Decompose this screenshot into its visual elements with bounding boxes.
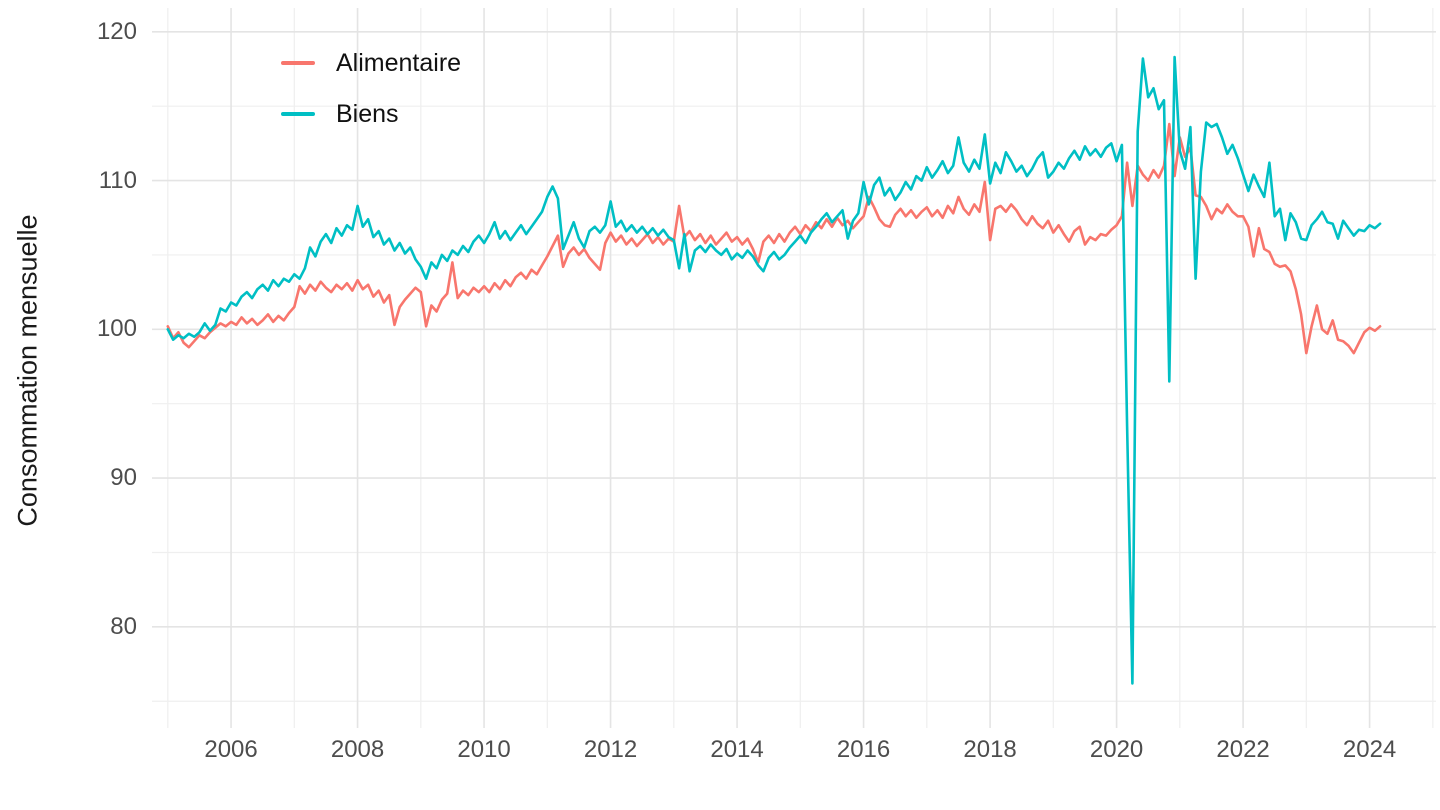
y-tick-label: 100 — [96, 315, 137, 343]
x-tick-label: 2018 — [963, 736, 1017, 763]
legend-item-biens: Biens — [281, 95, 461, 133]
x-tick-label: 2014 — [710, 736, 764, 763]
y-tick-label: 90 — [110, 464, 137, 492]
series-line-biens — [166, 55, 1382, 685]
x-tick-label: 2012 — [583, 736, 638, 763]
x-tick-label: 2024 — [1342, 736, 1397, 763]
x-tick-label: 2022 — [1216, 736, 1270, 763]
y-tick-label: 80 — [110, 612, 137, 640]
legend-label: Biens — [336, 99, 399, 128]
x-tick-label: 2006 — [204, 736, 258, 763]
gridlines-minor — [152, 8, 1436, 728]
y-tick-label: 120 — [96, 17, 137, 45]
x-tick-label: 2016 — [836, 736, 891, 763]
y-tick-label: 110 — [98, 166, 137, 194]
gridlines-major — [152, 8, 1436, 728]
y-axis-title: Consommation mensuelle — [12, 214, 43, 527]
legend: Alimentaire Biens — [281, 44, 461, 146]
legend-key-line-icon — [281, 112, 315, 116]
x-tick-label: 2008 — [330, 736, 385, 763]
data-series-lines — [166, 55, 1382, 685]
legend-key-line-icon — [281, 61, 315, 65]
series-line-alimentaire — [166, 122, 1382, 355]
x-tick-label: 2020 — [1089, 736, 1144, 763]
x-tick-label: 2010 — [457, 736, 511, 763]
legend-label: Alimentaire — [336, 48, 462, 77]
legend-item-alimentaire: Alimentaire — [281, 44, 461, 82]
